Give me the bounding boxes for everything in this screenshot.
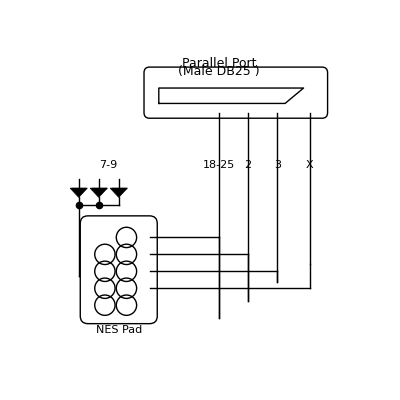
Text: 18-25: 18-25: [203, 160, 235, 170]
Polygon shape: [70, 188, 87, 197]
Text: 3: 3: [274, 160, 281, 170]
Polygon shape: [90, 188, 107, 197]
Text: NES Pad: NES Pad: [96, 325, 142, 335]
Text: 7-9: 7-9: [99, 160, 117, 170]
Text: X: X: [306, 160, 314, 170]
FancyBboxPatch shape: [144, 67, 328, 118]
Text: (Male DB25 ): (Male DB25 ): [178, 65, 260, 78]
Text: 2: 2: [244, 160, 252, 170]
Text: Parallel Port: Parallel Port: [182, 57, 256, 70]
Polygon shape: [110, 188, 127, 197]
FancyBboxPatch shape: [80, 216, 157, 324]
